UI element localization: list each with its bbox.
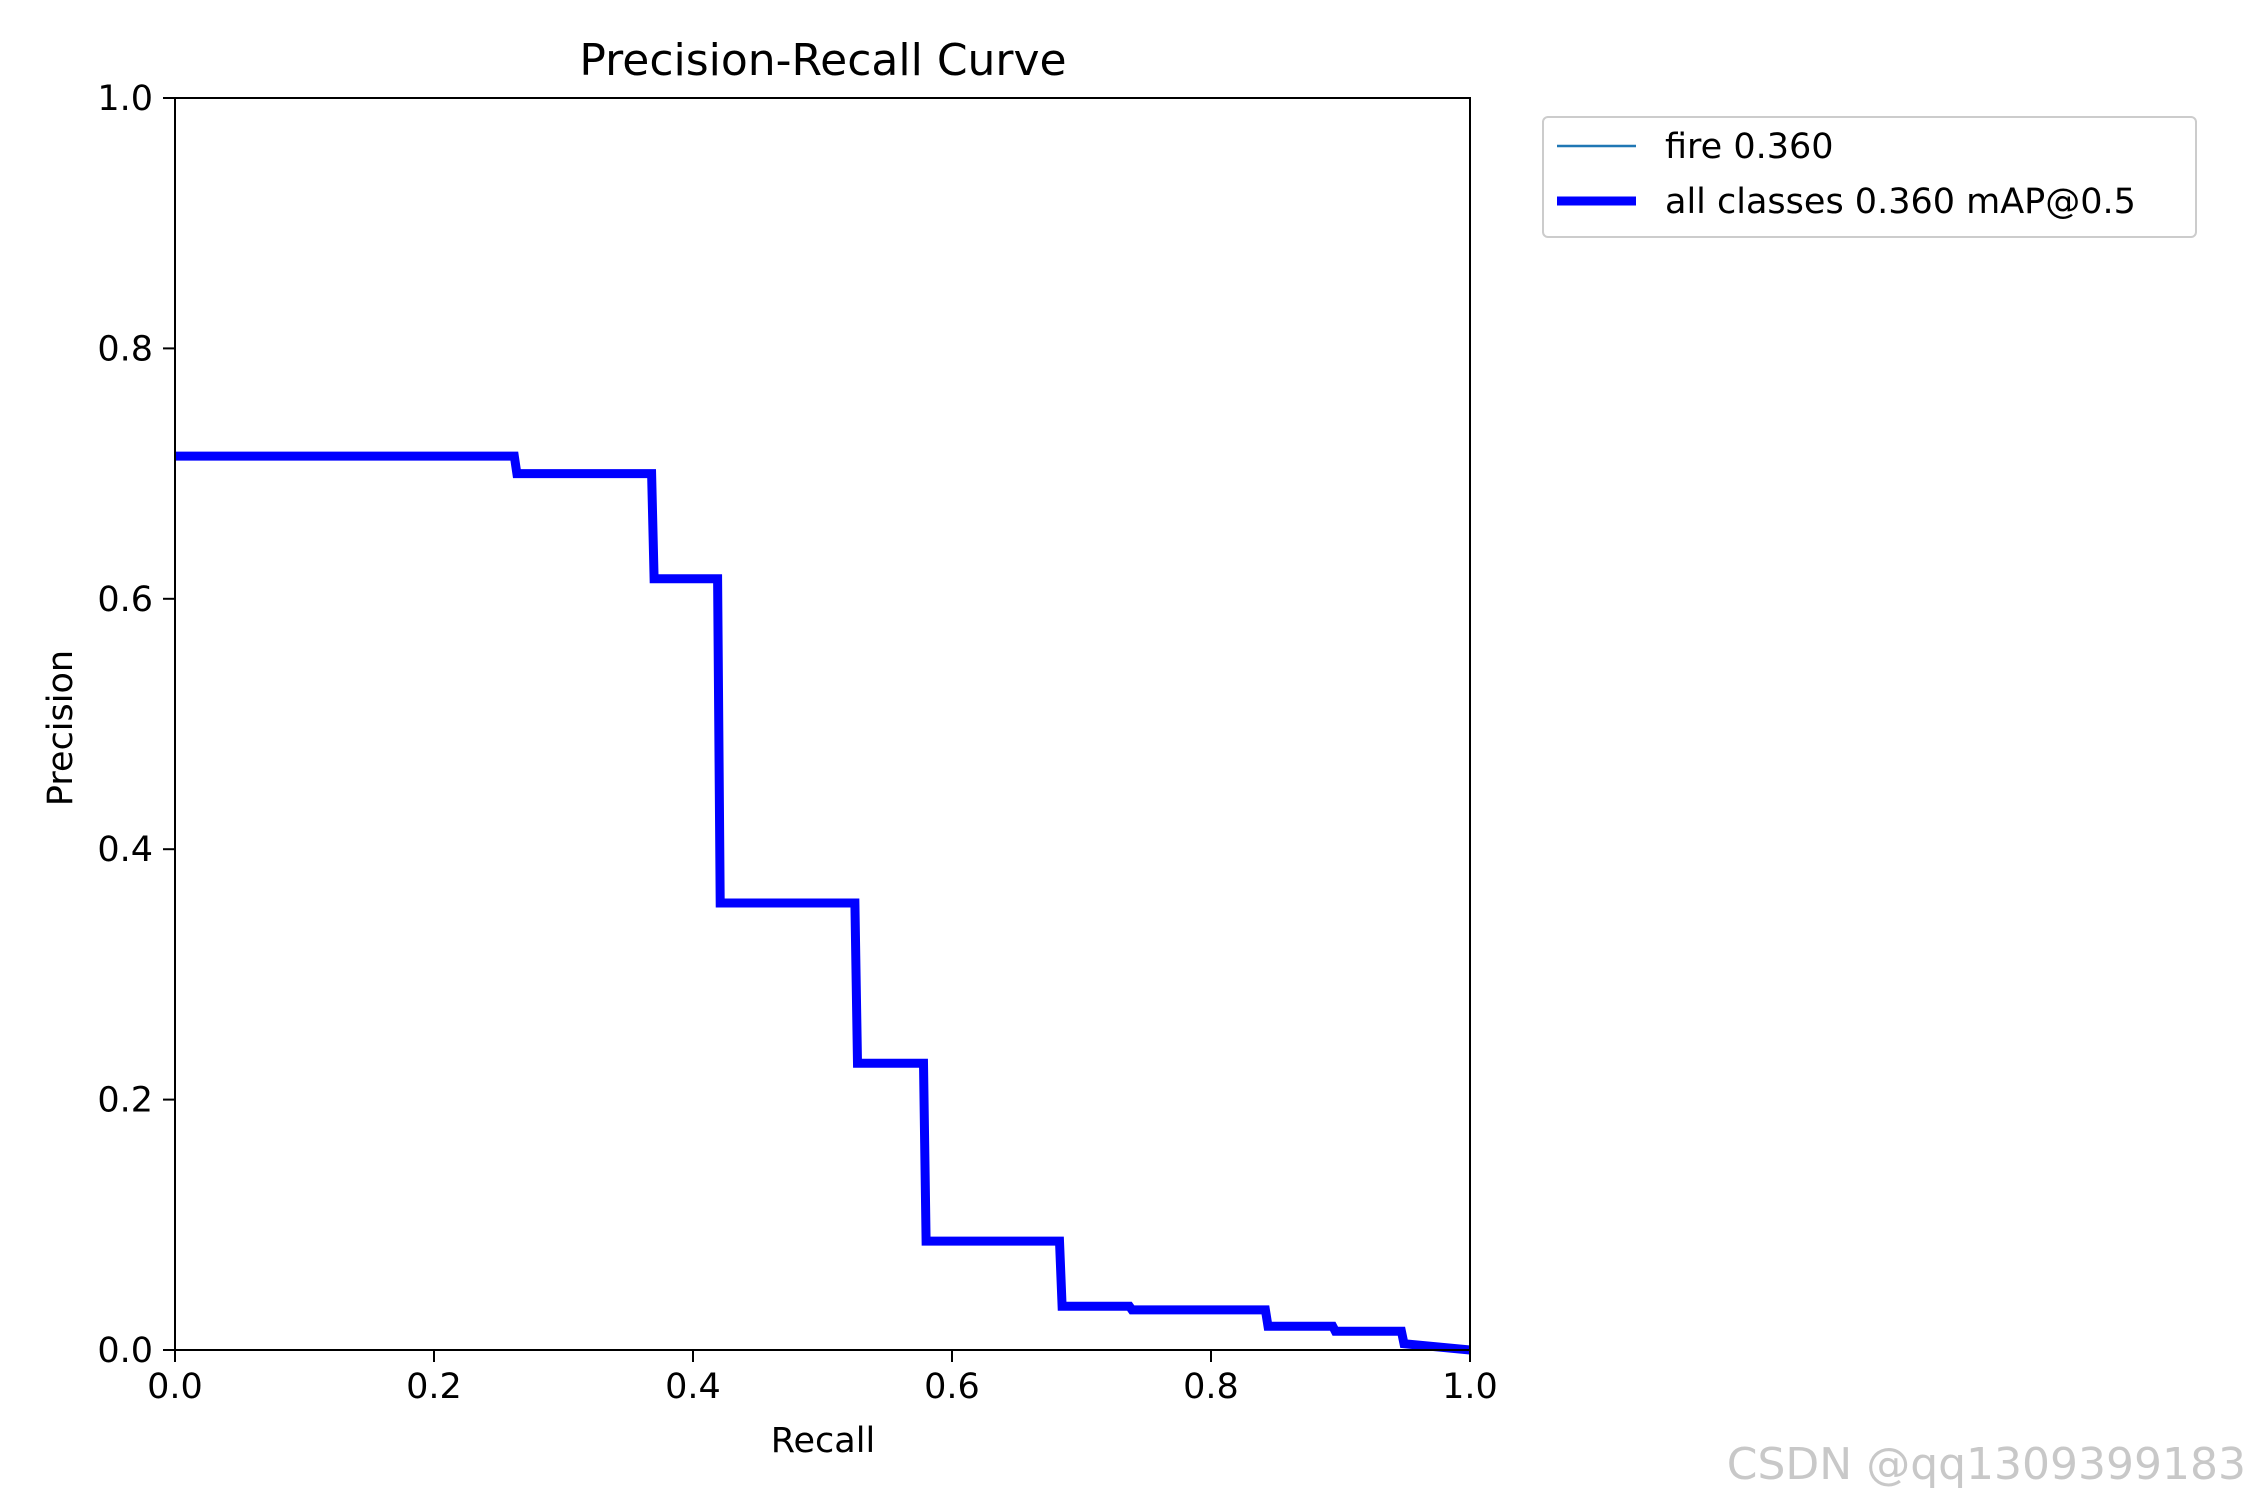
x-axis-label: Recall xyxy=(771,1421,875,1461)
legend: fire 0.360 all classes 0.360 mAP@0.5 xyxy=(1542,116,2197,238)
y-tick-label: 0.6 xyxy=(97,580,153,620)
watermark: CSDN @qq1309399183 xyxy=(1726,1439,2246,1490)
y-tick-label: 0.2 xyxy=(97,1081,153,1121)
axes: 0.0 0.2 0.4 0.6 0.8 1.0 0.0 0.2 0.4 0.6 0.8 1.0 xyxy=(97,79,1498,1407)
x-tick-label: 0.4 xyxy=(665,1367,721,1407)
y-tick-label: 0.8 xyxy=(97,329,153,369)
y-tick-label: 1.0 xyxy=(97,79,153,119)
chart-title: Precision-Recall Curve xyxy=(579,35,1066,86)
x-tick-label: 1.0 xyxy=(1442,1367,1498,1407)
x-tick-label: 0.6 xyxy=(924,1367,980,1407)
series-line-all-classes xyxy=(175,451,1471,1355)
y-axis-label: Precision xyxy=(41,650,81,806)
legend-frame xyxy=(1542,116,2197,238)
y-tick-label: 0.0 xyxy=(97,1331,153,1371)
x-tick-label: 0.0 xyxy=(147,1367,203,1407)
y-tick-label: 0.4 xyxy=(97,830,153,870)
plot-frame xyxy=(174,97,1471,1351)
legend-label-fire: fire 0.360 xyxy=(1665,127,1834,167)
x-tick-label: 0.2 xyxy=(406,1367,462,1407)
plot-area xyxy=(175,451,1471,1355)
legend-label-all-classes: all classes 0.360 mAP@0.5 xyxy=(1665,182,2136,222)
x-tick-label: 0.8 xyxy=(1183,1367,1239,1407)
